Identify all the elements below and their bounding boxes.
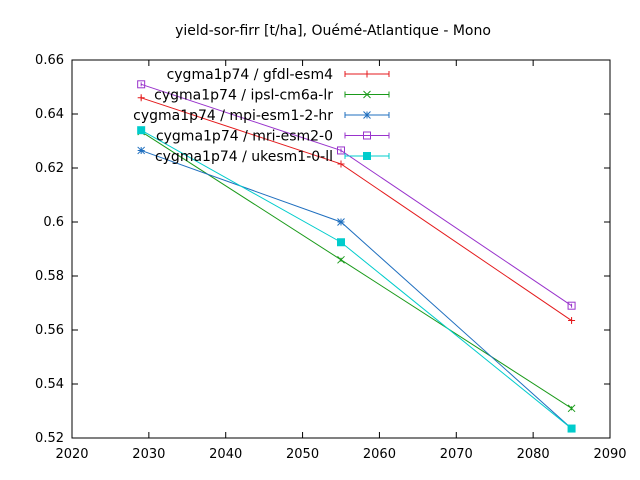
legend-entry: cygma1p74 / ukesm1-0-ll — [155, 149, 390, 165]
x-tick-label: 2030 — [132, 447, 165, 462]
legend-marker — [363, 152, 371, 160]
y-tick-label: 0.62 — [35, 161, 64, 176]
series-1 — [137, 127, 576, 413]
series-0 — [137, 94, 576, 325]
data-point — [567, 404, 576, 413]
x-tick-label: 2040 — [209, 447, 242, 462]
data-point — [337, 160, 345, 168]
y-tick-label: 0.64 — [35, 107, 64, 122]
x-tick-label: 2080 — [517, 447, 550, 462]
data-point — [137, 94, 145, 102]
data-point — [337, 238, 345, 247]
y-tick-label: 0.6 — [43, 215, 64, 230]
legend-label: cygma1p74 / mpi-esm1-2-hr — [133, 108, 333, 124]
data-point — [567, 424, 576, 433]
data-point — [568, 317, 576, 325]
chart-title: yield-sor-firr [t/ha], Ouémé-Atlantique … — [175, 23, 491, 39]
plot-frame — [71, 59, 611, 439]
y-tick-label: 0.58 — [35, 269, 64, 284]
legend-marker — [363, 111, 371, 119]
series-line — [141, 149, 572, 429]
legend-marker — [363, 131, 371, 140]
y-tick-label: 0.54 — [35, 377, 64, 392]
legend-label: cygma1p74 / mri-esm2-0 — [156, 129, 333, 145]
legend-entry: cygma1p74 / mri-esm2-0 — [156, 129, 390, 145]
y-tick-label: 0.52 — [35, 431, 64, 446]
legend-entry: cygma1p74 / mpi-esm1-2-hr — [133, 108, 390, 124]
series-2 — [137, 146, 576, 433]
x-tick-label: 2070 — [440, 447, 473, 462]
axes: 2020 2030 2040 2050 2060 2070 2080 2090 0.52 0.54… — [35, 53, 627, 462]
legend-entry: cygma1p74 / gfdl-esm4 — [167, 67, 390, 83]
x-tick-label: 2020 — [55, 447, 88, 462]
legend-marker — [363, 90, 371, 99]
legend-marker — [363, 70, 371, 78]
series-layer — [137, 80, 576, 433]
legend-label: cygma1p74 / ukesm1-0-ll — [155, 149, 333, 165]
data-point — [567, 301, 576, 310]
legend: cygma1p74 / gfdl-esm4 cygma1p74 / ipsl-cm… — [133, 67, 390, 165]
data-point — [337, 255, 345, 264]
x-tick-label: 2060 — [363, 447, 396, 462]
series-3 — [137, 80, 576, 310]
data-point — [137, 126, 146, 135]
x-tick-label: 2050 — [286, 447, 319, 462]
data-point — [137, 146, 146, 155]
y-tick-label: 0.56 — [35, 323, 64, 338]
y-tick-label: 0.66 — [35, 53, 64, 68]
legend-label: cygma1p74 / ipsl-cm6a-lr — [154, 88, 333, 104]
series-4 — [137, 126, 576, 433]
data-point — [337, 146, 345, 155]
legend-entry: cygma1p74 / ipsl-cm6a-lr — [154, 88, 390, 104]
data-point — [137, 80, 146, 89]
data-point — [337, 218, 345, 226]
x-tick-label: 2090 — [593, 447, 626, 462]
legend-label: cygma1p74 / gfdl-esm4 — [167, 67, 334, 83]
